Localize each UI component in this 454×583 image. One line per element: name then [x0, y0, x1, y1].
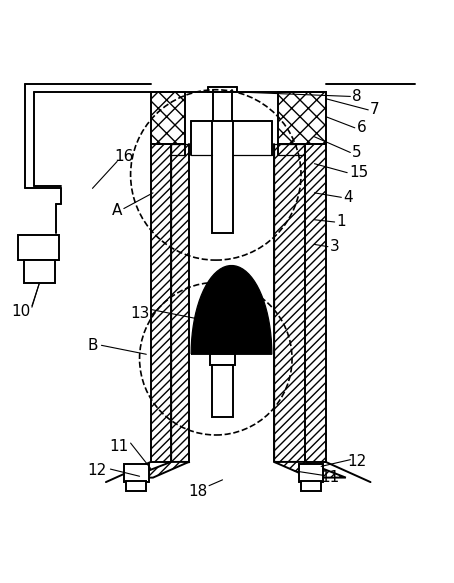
Text: 18: 18	[188, 483, 207, 498]
Text: 4: 4	[343, 190, 353, 205]
Polygon shape	[278, 92, 326, 143]
Polygon shape	[212, 121, 233, 233]
Polygon shape	[151, 92, 185, 143]
Text: 13: 13	[130, 307, 149, 321]
Text: 11: 11	[321, 470, 340, 485]
Text: 15: 15	[350, 165, 369, 180]
Text: 8: 8	[352, 89, 362, 104]
Text: 10: 10	[11, 304, 30, 319]
Text: A: A	[112, 203, 122, 218]
Polygon shape	[124, 464, 148, 482]
Polygon shape	[126, 481, 146, 491]
Text: 11: 11	[110, 439, 129, 454]
Polygon shape	[24, 260, 55, 283]
Polygon shape	[171, 143, 189, 462]
Polygon shape	[299, 464, 323, 482]
Polygon shape	[19, 236, 59, 260]
Text: 16: 16	[114, 149, 133, 164]
Text: 3: 3	[330, 239, 340, 254]
Polygon shape	[274, 143, 306, 462]
Polygon shape	[131, 462, 189, 477]
Text: 5: 5	[352, 145, 362, 160]
Text: 12: 12	[347, 454, 367, 469]
Text: B: B	[87, 338, 98, 353]
Polygon shape	[274, 462, 346, 477]
Polygon shape	[212, 366, 233, 417]
Text: 7: 7	[370, 103, 380, 117]
Polygon shape	[191, 266, 272, 354]
Polygon shape	[210, 354, 235, 366]
Text: 1: 1	[336, 215, 346, 230]
Polygon shape	[151, 143, 171, 462]
Polygon shape	[306, 143, 326, 462]
Polygon shape	[301, 481, 321, 491]
Text: 6: 6	[357, 120, 366, 135]
Polygon shape	[189, 143, 274, 462]
Text: 12: 12	[87, 463, 107, 479]
